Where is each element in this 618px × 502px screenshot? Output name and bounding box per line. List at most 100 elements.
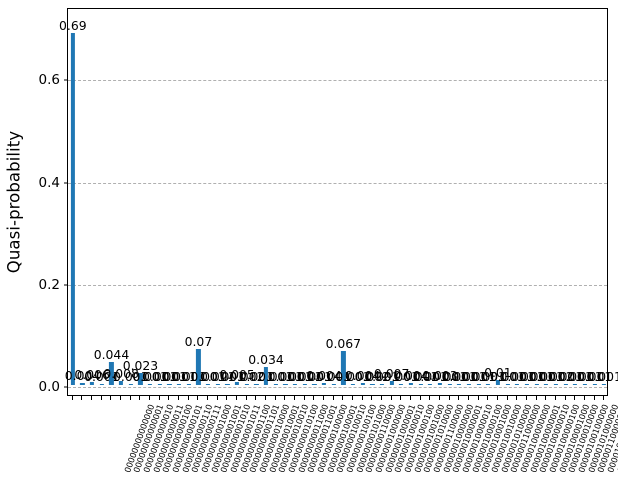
x-tick-mark bbox=[400, 396, 402, 400]
bar bbox=[515, 383, 520, 385]
x-tick-mark bbox=[564, 396, 566, 400]
bar-value-label: 0.023 bbox=[122, 358, 159, 374]
x-tick-mark bbox=[129, 396, 131, 400]
x-tick-mark bbox=[294, 396, 296, 400]
bar bbox=[486, 383, 491, 385]
bar bbox=[90, 381, 95, 385]
bar bbox=[476, 383, 481, 385]
bar bbox=[254, 383, 259, 385]
bar bbox=[138, 373, 143, 385]
bar bbox=[553, 383, 558, 385]
bar-value-label: 0.001 bbox=[557, 369, 593, 385]
bar bbox=[466, 383, 471, 385]
x-tick-mark bbox=[71, 396, 73, 400]
x-tick-mark bbox=[448, 396, 450, 400]
bar bbox=[457, 383, 462, 385]
x-tick-mark bbox=[467, 396, 469, 400]
x-axis-ticks: 00000000000000 00000000000001 000000000000… bbox=[67, 396, 618, 502]
bar-value-label: 0.044 bbox=[93, 347, 130, 363]
bar-value-label: 0.001 bbox=[567, 369, 603, 385]
x-tick-mark bbox=[351, 396, 353, 400]
bar-value-label: 0.001 bbox=[161, 369, 197, 385]
bar-value-label: 0.001 bbox=[296, 369, 333, 385]
x-tick-mark bbox=[380, 396, 382, 400]
bar-value-label: 0.003 bbox=[422, 368, 458, 384]
bar bbox=[370, 383, 375, 385]
x-tick-mark bbox=[574, 396, 576, 400]
x-tick-mark bbox=[371, 396, 373, 400]
bar bbox=[225, 383, 230, 385]
bar-value-label: 0.001 bbox=[364, 369, 400, 385]
x-tick-mark bbox=[593, 396, 595, 400]
bar-value-label: 0.001 bbox=[518, 369, 555, 385]
y-tick-label: 0.6 bbox=[38, 72, 60, 89]
x-tick-mark bbox=[535, 396, 537, 400]
x-tick-mark bbox=[409, 396, 411, 400]
bar bbox=[428, 383, 433, 385]
x-tick-mark bbox=[323, 396, 324, 400]
bar-value-label: 0.001 bbox=[441, 369, 477, 385]
bar-value-label: 0.005 bbox=[219, 367, 255, 383]
bar bbox=[312, 383, 317, 385]
bar-value-label: 0.067 bbox=[325, 335, 362, 351]
x-tick-mark bbox=[496, 396, 498, 400]
x-tick-mark bbox=[419, 396, 421, 400]
bar bbox=[544, 383, 549, 385]
bar-value-label: 0.001 bbox=[547, 369, 584, 385]
x-tick-mark bbox=[516, 396, 518, 400]
y-tick-mark bbox=[64, 182, 68, 184]
x-tick-mark bbox=[207, 396, 209, 400]
bar-value-label: 0.001 bbox=[431, 369, 468, 385]
bar bbox=[128, 383, 133, 385]
x-tick-mark bbox=[255, 396, 257, 400]
grid-line bbox=[68, 284, 607, 286]
x-tick-mark bbox=[265, 396, 267, 400]
bar bbox=[157, 383, 162, 385]
x-tick-mark bbox=[149, 396, 151, 400]
bar bbox=[119, 380, 124, 385]
x-tick-mark bbox=[226, 396, 228, 400]
y-tick-mark bbox=[64, 79, 68, 81]
bar-value-label: 0.001 bbox=[528, 369, 564, 385]
bar bbox=[263, 367, 269, 385]
bar bbox=[341, 350, 346, 385]
bar bbox=[186, 383, 191, 385]
bar-value-label: 0.001 bbox=[412, 369, 449, 385]
bar bbox=[350, 383, 356, 385]
x-tick-mark bbox=[100, 396, 102, 400]
bar bbox=[399, 383, 404, 385]
x-tick-mark bbox=[506, 396, 508, 400]
bar bbox=[602, 383, 607, 385]
x-tick-mark bbox=[545, 396, 547, 400]
x-tick-mark bbox=[458, 396, 460, 400]
bar-value-label: 0.001 bbox=[509, 369, 545, 385]
bar-value-label: 0.001 bbox=[402, 369, 439, 385]
x-tick-mark bbox=[158, 396, 160, 400]
bar bbox=[177, 383, 182, 385]
bar-value-label: 0.001 bbox=[383, 369, 420, 385]
bar-value-label: 0.001 bbox=[576, 369, 613, 385]
x-tick-mark bbox=[487, 396, 489, 400]
bar-value-label: 0.001 bbox=[286, 369, 323, 385]
x-tick-mark bbox=[438, 396, 440, 400]
y-tick-mark bbox=[64, 386, 68, 388]
bar bbox=[408, 382, 414, 385]
grid-line bbox=[68, 182, 607, 184]
bar bbox=[321, 382, 327, 385]
bar bbox=[148, 383, 153, 385]
bar-value-label: 0.69 bbox=[59, 17, 87, 33]
bar-value-label: 0.004 bbox=[344, 367, 381, 383]
bar bbox=[292, 383, 298, 385]
bar bbox=[273, 383, 278, 385]
bar-value-label: 0.001 bbox=[199, 369, 236, 385]
bar bbox=[437, 383, 443, 385]
bar bbox=[215, 383, 220, 385]
bar bbox=[592, 383, 597, 385]
bar-value-label: 0.001 bbox=[451, 369, 487, 385]
x-tick-mark bbox=[429, 396, 431, 400]
bar bbox=[379, 383, 385, 385]
bar bbox=[196, 349, 201, 385]
bar-value-label: 0.007 bbox=[373, 366, 410, 382]
bar bbox=[447, 383, 452, 385]
